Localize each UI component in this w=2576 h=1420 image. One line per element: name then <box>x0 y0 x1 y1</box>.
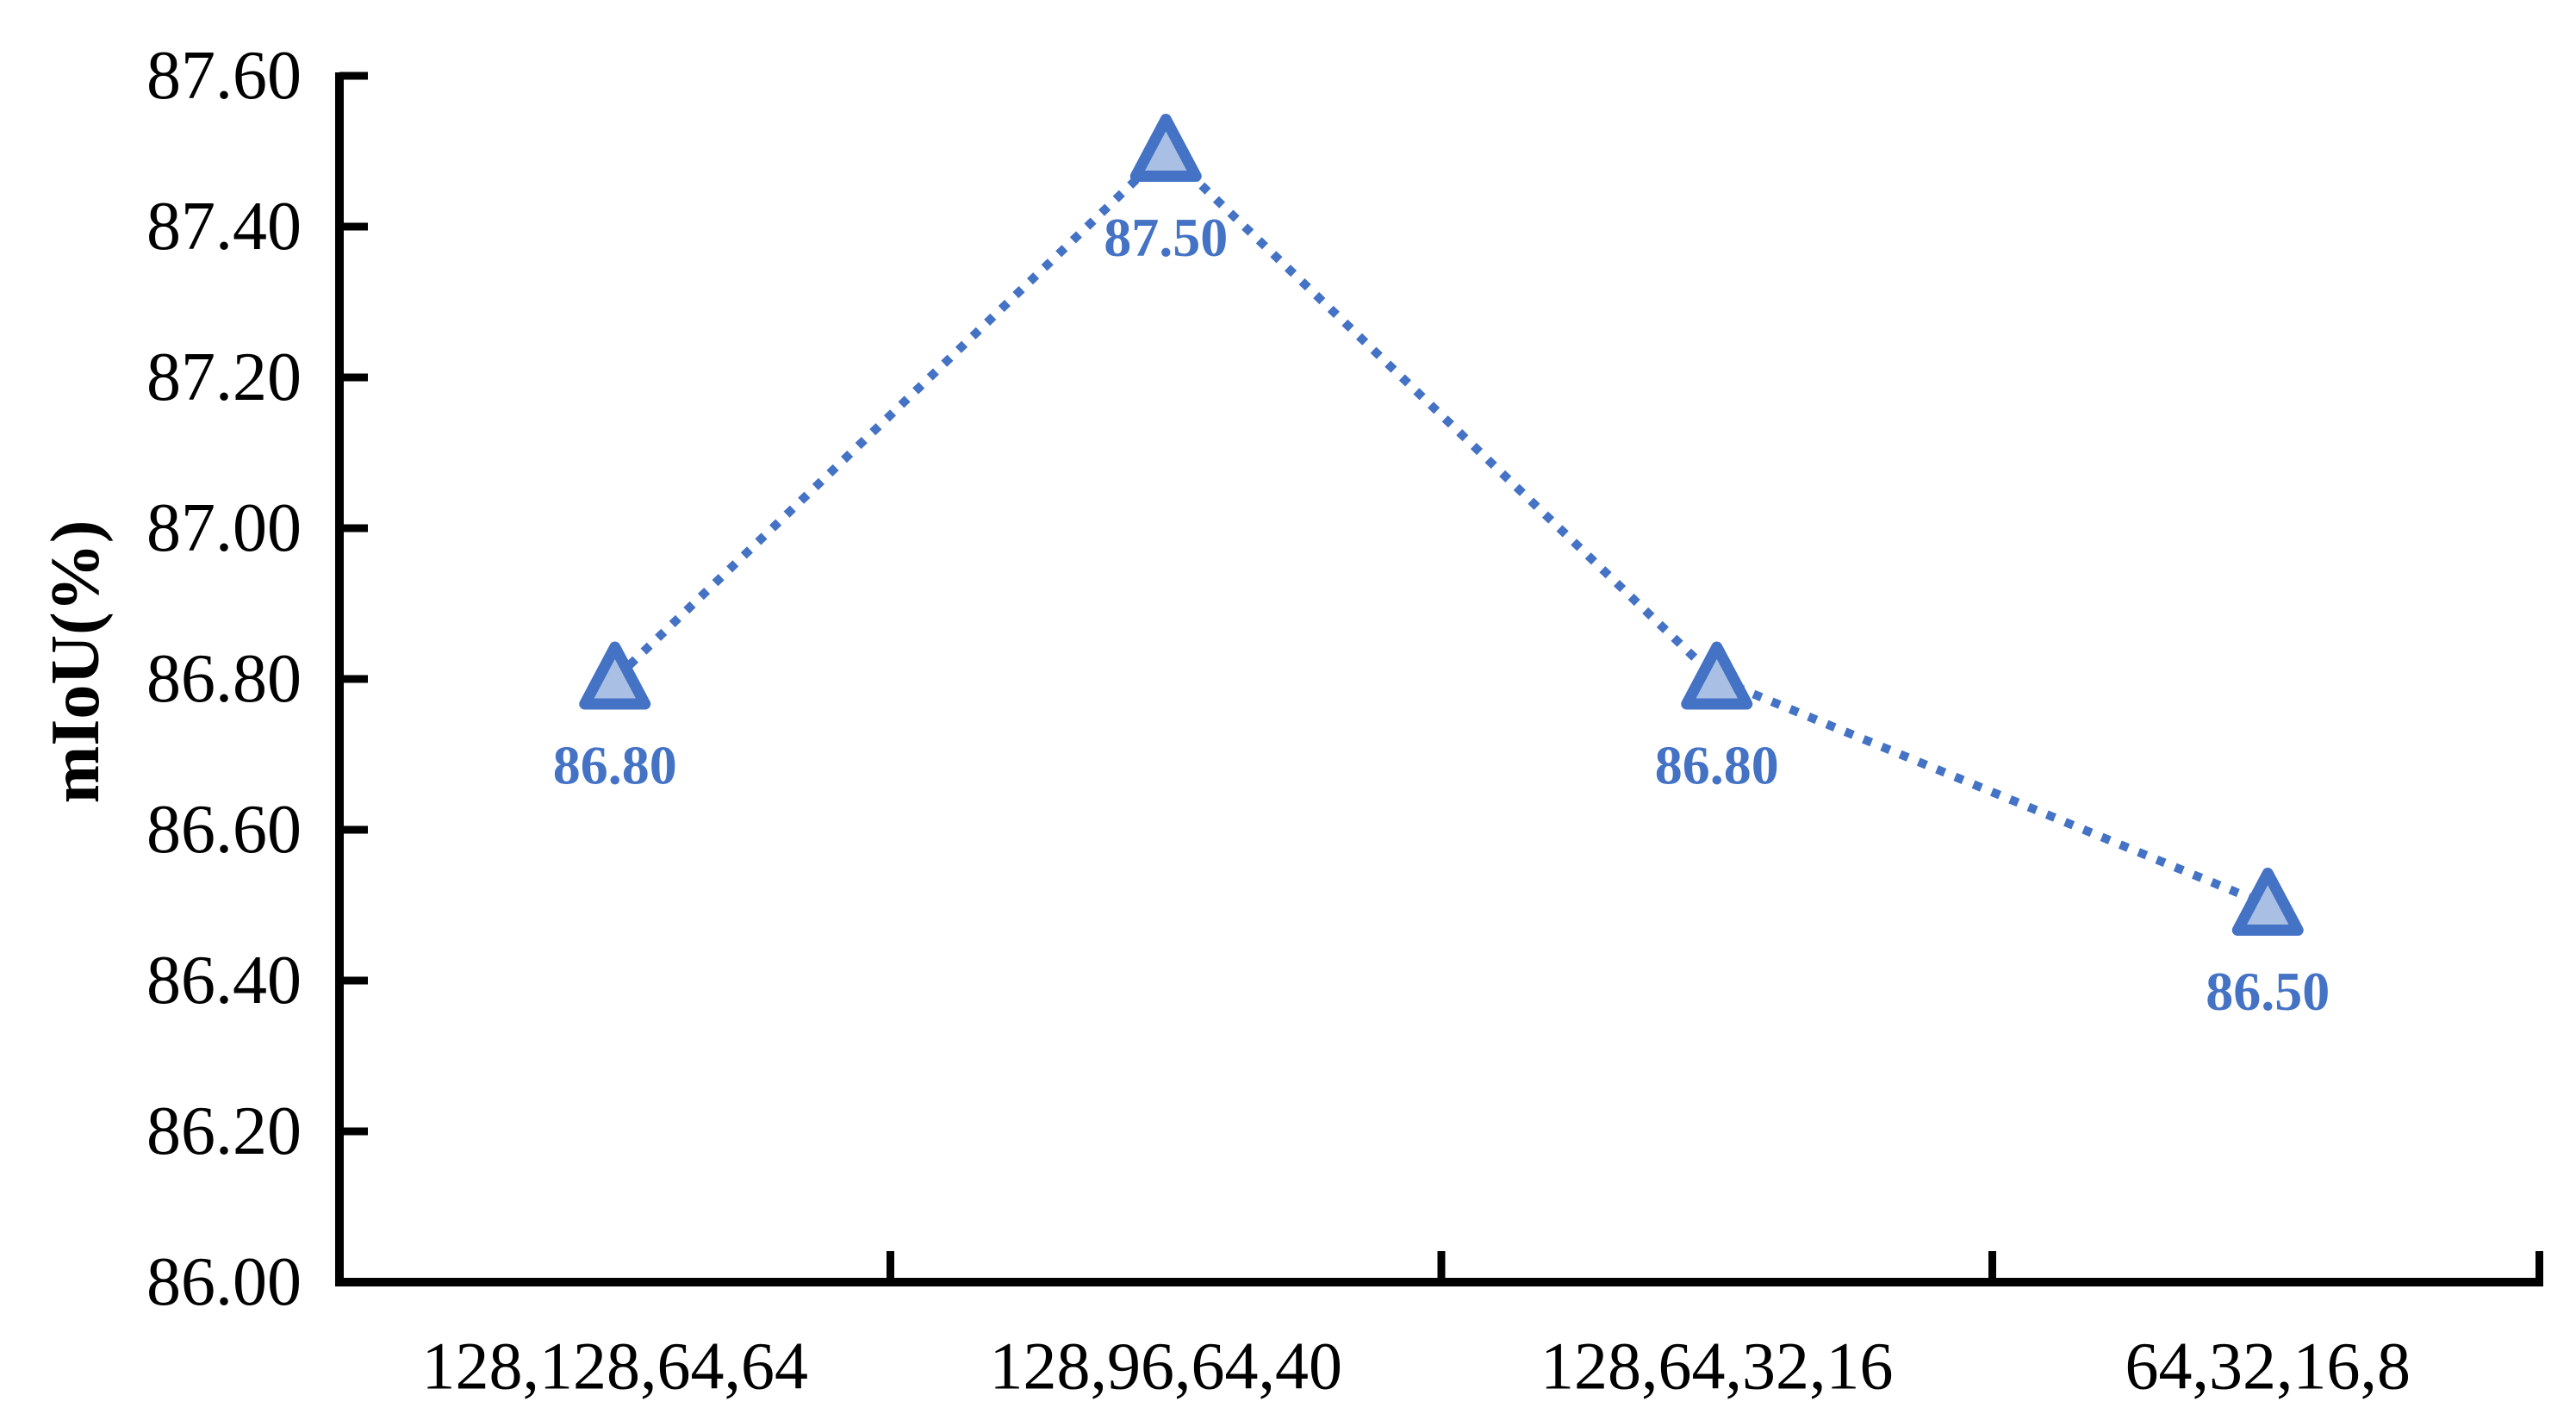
x-category-label: 128,128,64,64 <box>422 1329 809 1404</box>
data-point-label: 86.80 <box>553 735 677 796</box>
y-tick-label: 86.60 <box>146 792 302 868</box>
data-point-label: 86.80 <box>1655 735 1779 796</box>
data-point-label: 87.50 <box>1104 207 1228 268</box>
y-tick-label: 86.40 <box>146 943 302 1018</box>
y-axis-title: mIoU(%) <box>38 520 114 804</box>
y-tick-label: 86.20 <box>146 1093 302 1169</box>
y-tick-label: 87.60 <box>146 38 302 114</box>
data-point-label: 86.50 <box>2206 961 2330 1022</box>
y-tick-label: 86.80 <box>146 641 302 717</box>
data-point-marker <box>1129 114 1202 182</box>
data-point-marker <box>2231 868 2304 936</box>
y-tick-label: 86.00 <box>146 1244 302 1320</box>
x-category-label: 128,96,64,40 <box>990 1329 1343 1404</box>
y-tick-label: 87.40 <box>146 189 302 265</box>
x-category-label: 128,64,32,16 <box>1540 1329 1894 1404</box>
y-tick-label: 87.20 <box>146 339 302 415</box>
data-point-marker <box>1681 641 1753 710</box>
y-tick-label: 87.00 <box>146 490 302 566</box>
data-point-marker <box>579 641 651 710</box>
x-category-label: 64,32,16,8 <box>2125 1329 2411 1404</box>
series-line <box>612 145 2270 910</box>
